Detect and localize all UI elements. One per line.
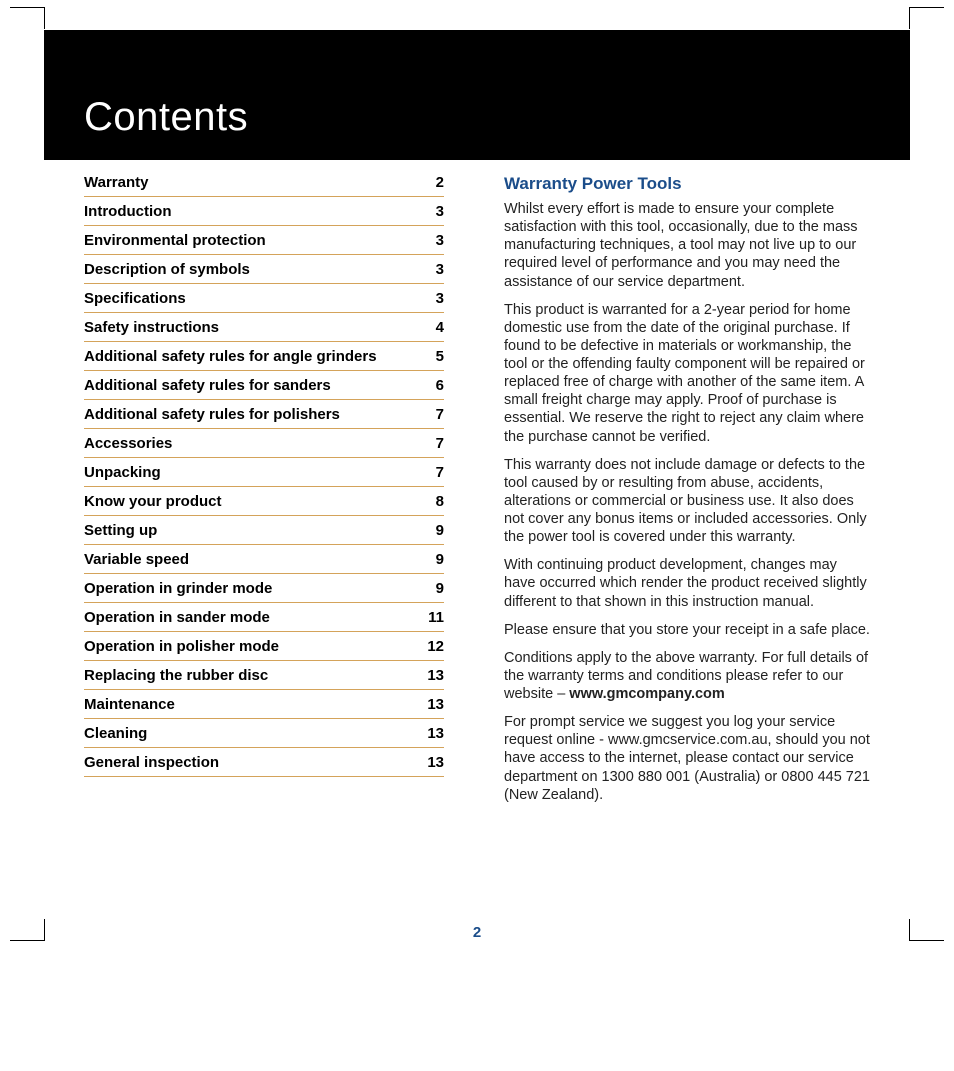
page-number: 2 bbox=[44, 924, 910, 941]
toc-row: Warranty 2 bbox=[84, 174, 444, 197]
toc-page: 4 bbox=[436, 319, 444, 336]
toc-page: 9 bbox=[436, 551, 444, 568]
toc-label: Know your product bbox=[84, 493, 222, 510]
page-title: Contents bbox=[84, 95, 248, 140]
toc-page: 7 bbox=[436, 406, 444, 423]
crop-mark bbox=[44, 7, 45, 29]
toc-page: 9 bbox=[436, 580, 444, 597]
toc-row: Additional safety rules for angle grinde… bbox=[84, 342, 444, 371]
toc-label: Cleaning bbox=[84, 725, 147, 742]
toc-row: Operation in sander mode 11 bbox=[84, 603, 444, 632]
toc-row: General inspection 13 bbox=[84, 748, 444, 777]
toc-label: Operation in sander mode bbox=[84, 609, 270, 626]
toc-page: 5 bbox=[436, 348, 444, 365]
toc-label: Additional safety rules for angle grinde… bbox=[84, 348, 377, 365]
toc-label: Specifications bbox=[84, 290, 186, 307]
warranty-paragraph: Whilst every effort is made to ensure yo… bbox=[504, 200, 870, 291]
toc-label: Description of symbols bbox=[84, 261, 250, 278]
toc-page: 3 bbox=[436, 261, 444, 278]
toc-label: Variable speed bbox=[84, 551, 189, 568]
toc-row: Environmental protection 3 bbox=[84, 226, 444, 255]
crop-mark bbox=[10, 7, 44, 8]
warranty-paragraph: Please ensure that you store your receip… bbox=[504, 621, 870, 639]
header-bar: Contents bbox=[44, 30, 910, 160]
crop-mark bbox=[909, 7, 910, 29]
warranty-column: Warranty Power Tools Whilst every effort… bbox=[504, 174, 870, 814]
toc-label: Accessories bbox=[84, 435, 172, 452]
toc-page: 2 bbox=[436, 174, 444, 191]
toc-label: Operation in grinder mode bbox=[84, 580, 272, 597]
page: Contents Warranty2Introduction3Environme… bbox=[44, 30, 910, 921]
toc-page: 7 bbox=[436, 435, 444, 452]
toc-label: Additional safety rules for polishers bbox=[84, 406, 340, 423]
toc-row: Introduction 3 bbox=[84, 197, 444, 226]
toc-label: Additional safety rules for sanders bbox=[84, 377, 331, 394]
toc-page: 8 bbox=[436, 493, 444, 510]
toc-row: Additional safety rules for polishers 7 bbox=[84, 400, 444, 429]
warranty-paragraph: Conditions apply to the above warranty. … bbox=[504, 649, 870, 703]
toc-page: 9 bbox=[436, 522, 444, 539]
toc-page: 3 bbox=[436, 203, 444, 220]
crop-mark bbox=[910, 7, 944, 8]
toc-page: 6 bbox=[436, 377, 444, 394]
toc-row: Additional safety rules for sanders 6 bbox=[84, 371, 444, 400]
toc-label: Maintenance bbox=[84, 696, 175, 713]
toc-row: Cleaning 13 bbox=[84, 719, 444, 748]
toc-label: Replacing the rubber disc bbox=[84, 667, 268, 684]
toc-column: Warranty2Introduction3Environmental prot… bbox=[84, 174, 444, 814]
toc-label: Setting up bbox=[84, 522, 157, 539]
toc-label: Environmental protection bbox=[84, 232, 266, 249]
crop-mark bbox=[910, 940, 944, 941]
toc-row: Variable speed 9 bbox=[84, 545, 444, 574]
toc-page: 13 bbox=[427, 725, 444, 742]
toc-label: Operation in polisher mode bbox=[84, 638, 279, 655]
toc-label: Unpacking bbox=[84, 464, 161, 481]
warranty-website: www.gmcompany.com bbox=[569, 686, 725, 702]
toc-label: Warranty bbox=[84, 174, 148, 191]
warranty-paragraph: With continuing product development, cha… bbox=[504, 556, 870, 610]
toc-row: Specifications 3 bbox=[84, 284, 444, 313]
toc-page: 12 bbox=[427, 638, 444, 655]
warranty-paragraph: This product is warranted for a 2-year p… bbox=[504, 301, 870, 446]
toc-row: Replacing the rubber disc 13 bbox=[84, 661, 444, 690]
toc-page: 11 bbox=[428, 609, 444, 626]
toc-row: Operation in grinder mode 9 bbox=[84, 574, 444, 603]
toc-page: 13 bbox=[427, 696, 444, 713]
toc-label: Safety instructions bbox=[84, 319, 219, 336]
toc-row: Know your product 8 bbox=[84, 487, 444, 516]
toc-row: Description of symbols 3 bbox=[84, 255, 444, 284]
toc-page: 13 bbox=[427, 754, 444, 771]
toc-row: Operation in polisher mode 12 bbox=[84, 632, 444, 661]
toc-page: 7 bbox=[436, 464, 444, 481]
toc-row: Maintenance 13 bbox=[84, 690, 444, 719]
toc-row: Safety instructions 4 bbox=[84, 313, 444, 342]
toc-row: Unpacking 7 bbox=[84, 458, 444, 487]
crop-mark bbox=[10, 940, 44, 941]
content-columns: Warranty2Introduction3Environmental prot… bbox=[44, 160, 910, 814]
toc-label: General inspection bbox=[84, 754, 219, 771]
toc-page: 3 bbox=[436, 290, 444, 307]
toc-page: 13 bbox=[427, 667, 444, 684]
warranty-heading: Warranty Power Tools bbox=[504, 174, 870, 194]
warranty-paragraph: For prompt service we suggest you log yo… bbox=[504, 713, 870, 804]
toc-page: 3 bbox=[436, 232, 444, 249]
warranty-paragraph: This warranty does not include damage or… bbox=[504, 456, 870, 547]
toc-label: Introduction bbox=[84, 203, 171, 220]
toc-row: Setting up 9 bbox=[84, 516, 444, 545]
toc-row: Accessories 7 bbox=[84, 429, 444, 458]
